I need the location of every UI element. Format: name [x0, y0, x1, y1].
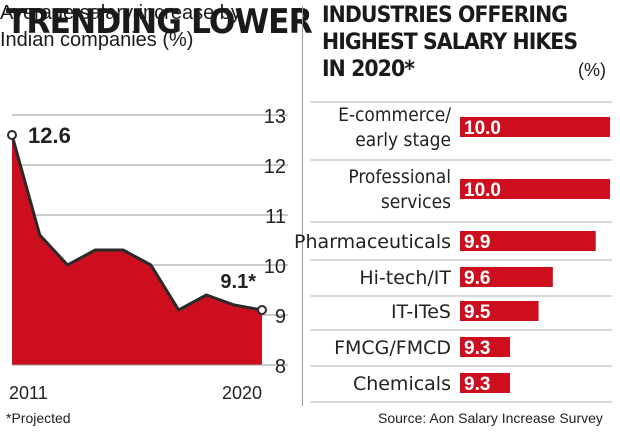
category-label: Chemicals: [353, 373, 451, 395]
left-chart-title: TRENDING LOWER: [6, 2, 313, 42]
y-tick-label: 10: [264, 256, 286, 278]
industry-bar-chart: E-commerce/early stage 10.0 Professional se…: [294, 101, 612, 403]
category-label: FMCG/FMCD: [334, 337, 451, 359]
data-point: [7, 130, 17, 140]
data-point: [150, 264, 152, 266]
data-point: [66, 264, 69, 266]
bar-value-label: 9.5: [464, 302, 491, 323]
bar-value-label: 9.9: [464, 232, 490, 253]
bar: [460, 231, 596, 251]
unit-label: (%): [578, 60, 606, 80]
category-label: Pharmaceuticals: [294, 231, 451, 253]
category-label: Professional services: [348, 166, 451, 213]
annotation-start: 12.6: [28, 123, 71, 148]
footnote: *Projected: [6, 410, 71, 426]
y-tick-label: 8: [275, 356, 286, 378]
data-point: [205, 294, 208, 296]
bar: [460, 373, 510, 393]
x-tick-label: 2011: [9, 383, 48, 403]
x-tick-label: 2020: [222, 383, 262, 403]
bar-value-label: 10.0: [464, 118, 501, 139]
salary-trend-chart: 13 12 11 10 9 8 12.6 9.1* 2011 2020: [7, 106, 288, 403]
category-label: Hi-tech/IT: [359, 267, 451, 289]
bar-value-label: 9.3: [464, 338, 490, 359]
data-point: [122, 249, 124, 251]
bar: [460, 179, 610, 199]
trend-line: [10, 134, 263, 312]
right-chart-title: INDUSTRIES OFFERING HIGHEST SALARY HIKES…: [322, 3, 578, 82]
left-chart-subtitle: Average salary increase by Indian compan…: [0, 2, 241, 51]
annotation-end: 9.1*: [220, 271, 256, 293]
area-fill: [12, 135, 262, 365]
bar: [460, 337, 510, 357]
data-point: [257, 305, 267, 315]
source-note: Source: Aon Salary Increase Survey: [378, 410, 603, 426]
y-tick-label: 12: [264, 156, 286, 178]
panel-divider: [302, 6, 303, 406]
data-point: [233, 304, 236, 306]
data-point: [177, 309, 180, 311]
data-point: [94, 249, 97, 251]
bar-value-label: 9.6: [464, 268, 490, 289]
y-tick-label: 13: [264, 106, 286, 128]
y-tick-label: 11: [265, 206, 286, 228]
bar-value-label: 9.3: [464, 374, 490, 395]
bar: [460, 267, 553, 287]
bar: [460, 301, 539, 321]
bar-value-label: 10.0: [464, 180, 501, 201]
category-label: IT-ITeS: [391, 301, 451, 323]
data-point: [38, 234, 41, 236]
y-tick-label: 9: [275, 306, 286, 328]
bar: [460, 117, 610, 137]
category-label: E-commerce/early stage: [338, 104, 451, 151]
